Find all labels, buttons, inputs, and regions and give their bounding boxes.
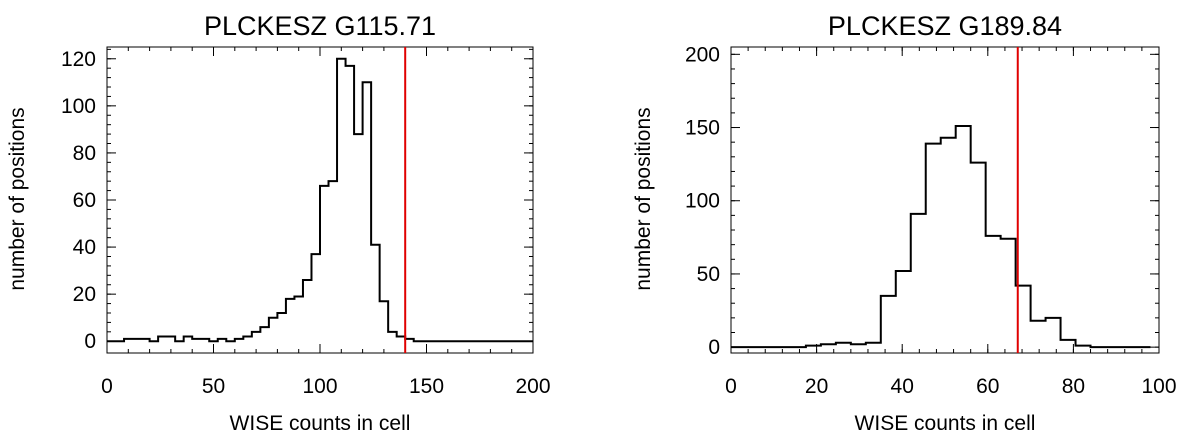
y-tick-label: 0 <box>708 336 720 359</box>
chart-title: PLCKESZ G189.84 <box>828 11 1062 41</box>
histogram-series <box>731 125 1151 349</box>
x-tick-label: 0 <box>101 375 113 398</box>
y-axis-label: number of positions <box>632 107 655 290</box>
x-tick-label: 20 <box>805 375 828 398</box>
y-tick-label: 80 <box>73 142 96 165</box>
plot-frame <box>730 46 1160 354</box>
x-tick-label: 0 <box>725 375 737 398</box>
x-tick-label: 40 <box>891 375 914 398</box>
y-tick-label: 150 <box>685 117 720 140</box>
y-tick-label: 50 <box>697 263 720 286</box>
x-tick-label: 50 <box>202 375 225 398</box>
x-tick-label: 200 <box>515 375 550 398</box>
x-tick-label: 100 <box>1141 375 1176 398</box>
y-tick-label: 120 <box>61 48 96 71</box>
x-axis-label: WISE counts in cell <box>855 412 1036 435</box>
chart-title: PLCKESZ G115.71 <box>204 11 436 41</box>
x-axis-label: WISE counts in cell <box>230 412 411 435</box>
x-tick-label: 80 <box>1062 375 1085 398</box>
y-tick-label: 100 <box>61 95 96 118</box>
histogram-series <box>107 57 533 343</box>
y-tick-label: 20 <box>73 283 96 306</box>
x-tick-label: 100 <box>302 375 337 398</box>
y-axis-label: number of positions <box>6 107 29 290</box>
y-tick-label: 200 <box>685 43 720 66</box>
panel-right: PLCKESZ G189.84 WISE counts in cell numb… <box>632 11 1177 435</box>
y-tick-label: 100 <box>685 190 720 213</box>
y-tick-label: 40 <box>73 236 96 259</box>
y-tick-label: 60 <box>73 189 96 212</box>
panel-left: PLCKESZ G115.71 WISE counts in cell numb… <box>6 11 551 435</box>
y-tick-label: 0 <box>84 330 96 353</box>
x-tick-label: 60 <box>976 375 999 398</box>
x-tick-label: 150 <box>409 375 444 398</box>
